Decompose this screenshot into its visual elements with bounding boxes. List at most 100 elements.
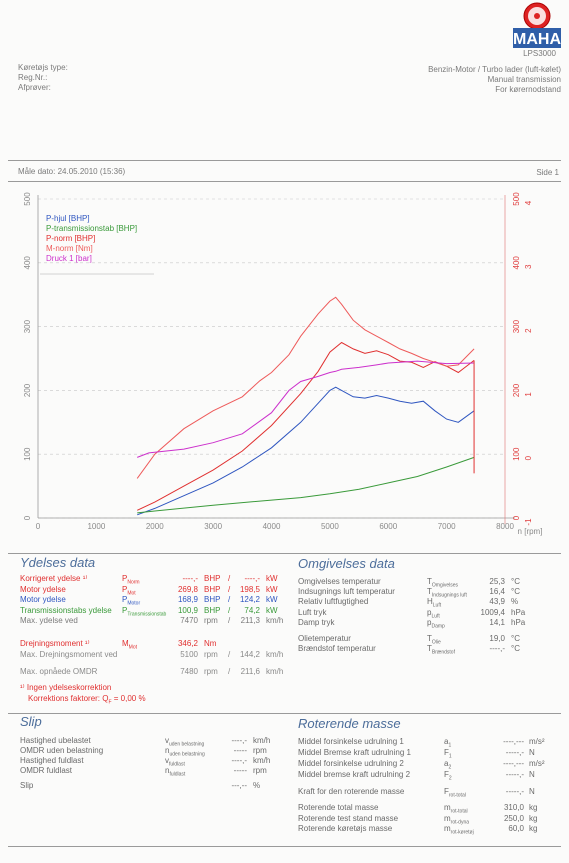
ydelses-symbol: PMot: [122, 584, 136, 597]
divider: [8, 713, 561, 714]
series-line: [137, 456, 475, 514]
slip-value: ----,-: [231, 736, 247, 745]
y-left-tick-label: 500: [23, 192, 32, 206]
omgivelses-value: 19,0: [489, 634, 505, 643]
separator: /: [228, 616, 231, 625]
x-tick-label: 1000: [87, 522, 105, 531]
ydelses-unit-2: kW: [266, 595, 278, 604]
slip-unit: rpm: [253, 766, 267, 775]
divider: [8, 553, 561, 554]
separator: /: [228, 584, 231, 594]
max-omdr-speed: 211,6: [240, 667, 260, 676]
y-right2-tick-label: -1: [524, 518, 533, 526]
slip-symbol: nfuldlast: [165, 766, 186, 778]
series-line: [137, 386, 475, 516]
ydelses-unit-1: BHP: [204, 605, 221, 615]
max-torque-speed-unit: km/h: [266, 650, 284, 659]
correction-factor-value: = 0,00 %: [113, 694, 146, 703]
roterende-label: Middel forsinkelse udrulning 2: [298, 759, 404, 768]
roterende-label: Roterende test stand masse: [298, 813, 399, 823]
slip-label: Hastighed fuldlast: [20, 756, 84, 765]
y-right-tick-label: 200: [512, 383, 521, 397]
roterende-symbol: a1: [444, 737, 452, 749]
omgivelses-label: Omgivelses temperatur: [298, 577, 381, 586]
ydelses-value-kw: 124,2: [239, 595, 260, 604]
divider: [8, 846, 561, 847]
ydelses-label: Korrigeret ydelse ¹⁾: [20, 574, 88, 583]
slip-label: Hastighed ubelastet: [20, 736, 91, 745]
roterende-label: Roterende total masse: [298, 803, 379, 812]
ydelses-value-bhp: 7470: [180, 616, 198, 625]
reg-nr-label: Reg.Nr.:: [18, 73, 48, 82]
slip-title: Slip: [20, 714, 42, 729]
y-left-tick-label: 100: [23, 447, 32, 461]
ydelses-unit-1: BHP: [204, 574, 221, 583]
correction-factor-label: Korrektions faktorer: Q: [28, 694, 109, 703]
vehicle-type-label: Køretøjs type:: [18, 63, 68, 72]
series-line: [136, 296, 475, 479]
ydelses-symbol: PTransmissionstab: [122, 605, 167, 618]
y-right2-tick-label: 4: [524, 200, 533, 205]
ydelses-value-kw: 211,3: [240, 616, 260, 625]
roterende-unit: m/s²: [529, 759, 545, 768]
omgivelses-label: Olietemperatur: [298, 634, 351, 643]
roterende-symbol: a2: [444, 759, 452, 771]
slip-unit: %: [253, 781, 261, 790]
ydelses-title: Ydelses data: [20, 555, 96, 570]
maha-logo: MAHA: [508, 2, 566, 58]
ydelses-unit-1: BHP: [204, 595, 221, 604]
slip-value: ---,--: [231, 781, 247, 790]
separator: /: [228, 605, 231, 615]
separator: /: [228, 574, 231, 583]
ydelses-symbol: PMotor: [122, 595, 141, 607]
y-left-tick-label: 200: [23, 383, 32, 397]
omgivelses-symbol: HLuft: [427, 597, 442, 609]
header-left: Køretøjs type: Reg.Nr.: Afprøver:: [18, 63, 68, 93]
torque-unit: Nm: [204, 639, 217, 648]
ydelses-label: Motor ydelse: [20, 584, 66, 594]
max-torque-speed: 144,2: [239, 650, 260, 659]
x-tick-label: 6000: [379, 522, 397, 531]
slip-unit: rpm: [253, 746, 267, 755]
roterende-label: Roterende køretøjs masse: [298, 824, 393, 833]
omgivelses-value: 25,3: [489, 577, 505, 586]
ydelses-value-kw: ----,-: [244, 574, 260, 583]
ydelses-unit-1: rpm: [204, 616, 218, 625]
omgivelses-value: 16,4: [489, 587, 505, 597]
y-left-tick-label: 300: [23, 319, 32, 333]
roterende-value: -----,-: [505, 770, 524, 779]
maha-seal-icon: MAHA: [513, 2, 561, 48]
series-line: [136, 341, 475, 511]
ydelses-unit-2: kW: [266, 584, 278, 594]
y-right-tick-label: 0: [512, 515, 521, 520]
x-tick-label: 7000: [438, 522, 456, 531]
x-tick-label: 4000: [263, 522, 281, 531]
slip-unit: km/h: [253, 756, 271, 765]
roterende-symbol: mrot-dyna: [444, 813, 470, 826]
x-tick-label: 5000: [321, 522, 339, 531]
omgivelses-symbol: TOmgivelses: [427, 577, 459, 589]
ydelses-unit-1: BHP: [204, 584, 221, 594]
x-tick-label: 0: [36, 522, 41, 531]
transmission-type: Manual transmission: [487, 75, 561, 84]
slip-value: -----: [233, 746, 247, 755]
roterende-value: ----,---: [503, 759, 524, 768]
ydelses-value-kw: 74,2: [244, 605, 260, 615]
torque-symbol: MMot: [122, 639, 138, 651]
roterende-unit: m/s²: [529, 737, 545, 746]
y-right-tick-label: 100: [512, 447, 521, 461]
roterende-value: -----,-: [505, 748, 524, 757]
measure-date: Måle dato: 24.05.2010 (15:36): [18, 167, 126, 176]
omgivelses-symbol: TIndsugnings luft: [427, 587, 467, 599]
omgivelses-value: ----,-: [489, 644, 505, 654]
ydelses-label: Motor ydelse: [20, 595, 66, 604]
omgivelses-unit: hPa: [511, 607, 526, 617]
roterende-value: 60,0: [508, 824, 524, 833]
roterende-unit: kg: [529, 813, 538, 823]
legend-entry: Druck 1 [bar]: [46, 254, 92, 263]
x-axis-label: n [rpm]: [518, 527, 543, 536]
roterende-symbol: F1: [444, 748, 452, 760]
roterende-value: 310,0: [503, 803, 524, 812]
max-omdr-rpm: 7480: [180, 667, 198, 676]
separator: /: [228, 595, 231, 604]
